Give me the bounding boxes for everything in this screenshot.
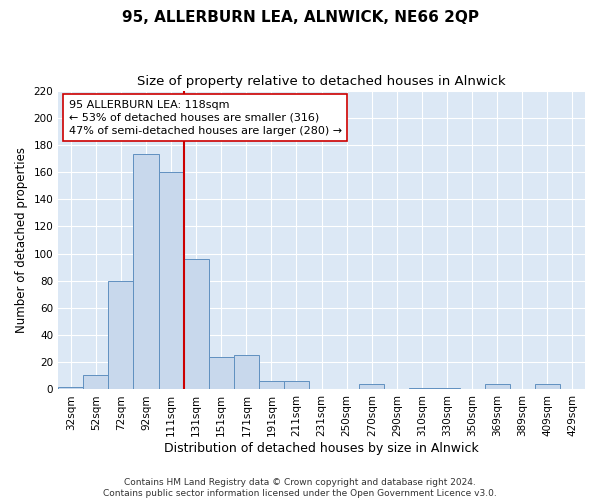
Bar <box>535 384 560 390</box>
X-axis label: Distribution of detached houses by size in Alnwick: Distribution of detached houses by size … <box>164 442 479 455</box>
Bar <box>485 384 510 390</box>
Bar <box>109 281 133 390</box>
Bar <box>209 357 234 390</box>
Text: 95 ALLERBURN LEA: 118sqm
← 53% of detached houses are smaller (316)
47% of semi-: 95 ALLERBURN LEA: 118sqm ← 53% of detach… <box>69 100 342 136</box>
Bar <box>158 172 184 390</box>
Text: Contains HM Land Registry data © Crown copyright and database right 2024.
Contai: Contains HM Land Registry data © Crown c… <box>103 478 497 498</box>
Y-axis label: Number of detached properties: Number of detached properties <box>15 147 28 333</box>
Bar <box>259 382 284 390</box>
Bar <box>184 259 209 390</box>
Bar <box>409 388 434 390</box>
Text: 95, ALLERBURN LEA, ALNWICK, NE66 2QP: 95, ALLERBURN LEA, ALNWICK, NE66 2QP <box>121 10 479 25</box>
Bar <box>434 388 460 390</box>
Bar <box>234 356 259 390</box>
Title: Size of property relative to detached houses in Alnwick: Size of property relative to detached ho… <box>137 75 506 88</box>
Bar <box>83 374 109 390</box>
Bar <box>58 386 83 390</box>
Bar <box>284 382 309 390</box>
Bar <box>359 384 385 390</box>
Bar <box>133 154 158 390</box>
